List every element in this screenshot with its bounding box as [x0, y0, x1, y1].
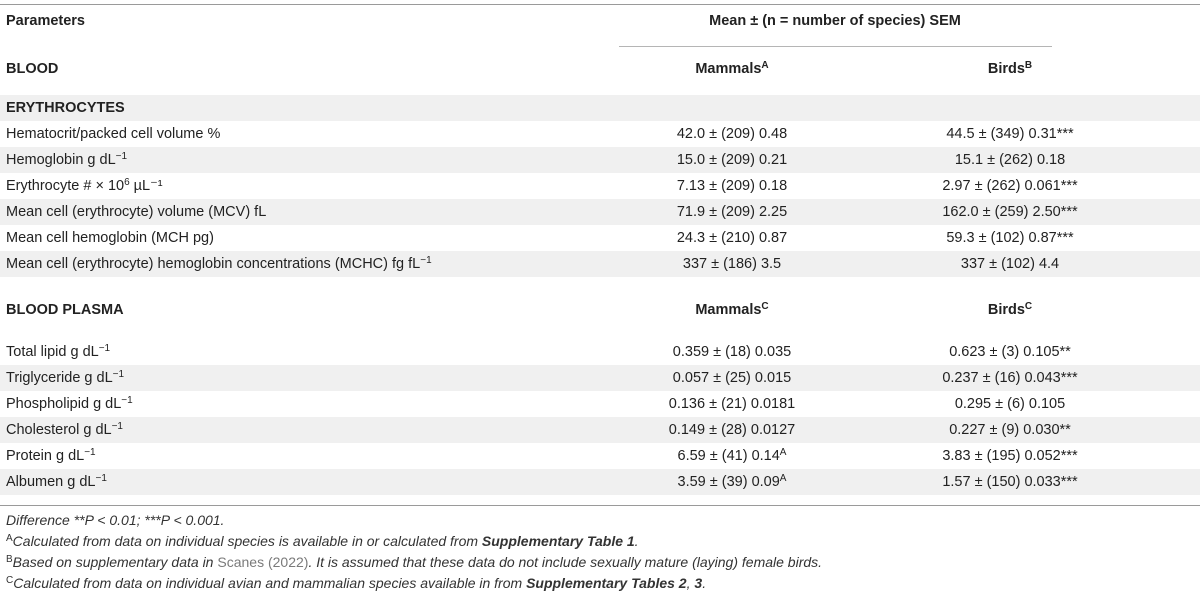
blood-section-title: BLOOD — [6, 61, 59, 77]
parameter-cell: Total lipid g dL−1 — [6, 343, 111, 361]
table-top-rule — [0, 4, 1200, 5]
mammals-value-cell: 0.149 ± (28) 0.0127 — [668, 422, 796, 438]
birds-value-cell: 0.237 ± (16) 0.043*** — [942, 370, 1078, 386]
mammals-value-cell: 337 ± (186) 3.5 — [682, 256, 782, 272]
mammals-value-cell: 71.9 ± (209) 2.25 — [676, 204, 788, 220]
parameter-cell: Mean cell (erythrocyte) volume (MCV) fL — [6, 204, 267, 220]
table-row: Mean cell (erythrocyte) volume (MCV) fL … — [0, 199, 1200, 225]
mammals-value-cell: 0.057 ± (25) 0.015 — [672, 370, 792, 386]
birds-value-cell: 1.57 ± (150) 0.033*** — [942, 474, 1078, 490]
table-row: Albumen g dL−1 3.59 ± (39) 0.09A 1.57 ± … — [0, 469, 1200, 495]
table-row: Hemoglobin g dL−1 15.0 ± (209) 0.21 15.1… — [0, 147, 1200, 173]
table-row: Mean cell hemoglobin (MCH pg) 24.3 ± (21… — [0, 225, 1200, 251]
birds-column-header: BirdsB — [987, 60, 1033, 78]
parameter-cell: Mean cell (erythrocyte) hemoglobin conce… — [6, 255, 432, 273]
mammals-value-cell: 42.0 ± (209) 0.48 — [676, 126, 788, 142]
mean-sem-header: Mean ± (n = number of species) SEM — [709, 13, 961, 29]
blood-header-row: BLOOD MammalsA BirdsB — [0, 56, 1200, 82]
birds-column-header: BirdsC — [987, 301, 1033, 319]
header-sub-rule — [619, 46, 1052, 47]
birds-value-cell: 59.3 ± (102) 0.87*** — [946, 230, 1074, 246]
table-header-row: Parameters Mean ± (n = number of species… — [0, 8, 1200, 34]
mammals-column-header: MammalsA — [695, 60, 769, 78]
footnote-c: CCalculated from data on individual avia… — [6, 575, 707, 591]
erythrocytes-section-row: ERYTHROCYTES — [0, 95, 1200, 121]
parameter-cell: Hematocrit/packed cell volume % — [6, 126, 221, 142]
parameter-cell: Mean cell hemoglobin (MCH pg) — [6, 230, 214, 246]
table-row: Hematocrit/packed cell volume % 42.0 ± (… — [0, 121, 1200, 147]
birds-value-cell: 162.0 ± (259) 2.50*** — [942, 204, 1078, 220]
mammals-column-header: MammalsC — [695, 301, 769, 319]
mammals-value-cell: 24.3 ± (210) 0.87 — [676, 230, 788, 246]
footnote-a: ACalculated from data on individual spec… — [6, 533, 639, 549]
parameter-cell: Erythrocyte # × 106 µL⁻¹ — [6, 177, 163, 195]
birds-value-cell: 44.5 ± (349) 0.31*** — [946, 126, 1074, 142]
parameter-cell: Cholesterol g dL−1 — [6, 421, 123, 439]
table-row: Protein g dL−1 6.59 ± (41) 0.14A 3.83 ± … — [0, 443, 1200, 469]
plasma-header-row: BLOOD PLASMA MammalsC BirdsC — [0, 297, 1200, 323]
mammals-value-cell: 0.136 ± (21) 0.0181 — [668, 396, 796, 412]
mammals-value-cell: 6.59 ± (41) 0.14A — [677, 447, 787, 465]
parameters-header: Parameters — [6, 13, 85, 29]
mammals-value-cell: 0.359 ± (18) 0.035 — [672, 344, 792, 360]
footnote-b: BBased on supplementary data in Scanes (… — [6, 554, 823, 570]
table-row: Mean cell (erythrocyte) hemoglobin conce… — [0, 251, 1200, 277]
mammals-value-cell: 7.13 ± (209) 0.18 — [676, 178, 788, 194]
table-row: Total lipid g dL−1 0.359 ± (18) 0.035 0.… — [0, 339, 1200, 365]
mammals-value-cell: 15.0 ± (209) 0.21 — [676, 152, 788, 168]
table-footnotes: Difference **P < 0.01; ***P < 0.001. ACa… — [6, 510, 1196, 594]
birds-value-cell: 337 ± (102) 4.4 — [960, 256, 1060, 272]
birds-value-cell: 2.97 ± (262) 0.061*** — [942, 178, 1078, 194]
table-row: Triglyceride g dL−1 0.057 ± (25) 0.015 0… — [0, 365, 1200, 391]
parameter-cell: Phospholipid g dL−1 — [6, 395, 133, 413]
birds-value-cell: 3.83 ± (195) 0.052*** — [942, 448, 1078, 464]
birds-value-cell: 0.227 ± (9) 0.030** — [949, 422, 1071, 438]
parameter-cell: Triglyceride g dL−1 — [6, 369, 125, 387]
birds-value-cell: 15.1 ± (262) 0.18 — [954, 152, 1066, 168]
parameter-cell: Albumen g dL−1 — [6, 473, 107, 491]
birds-value-cell: 0.623 ± (3) 0.105** — [949, 344, 1071, 360]
parameter-cell: Protein g dL−1 — [6, 447, 96, 465]
footnote-significance: Difference **P < 0.01; ***P < 0.001. — [6, 512, 225, 528]
table-row: Erythrocyte # × 106 µL⁻¹ 7.13 ± (209) 0.… — [0, 173, 1200, 199]
table-row: Phospholipid g dL−1 0.136 ± (21) 0.0181 … — [0, 391, 1200, 417]
birds-value-cell: 0.295 ± (6) 0.105 — [954, 396, 1066, 412]
parameter-cell: Hemoglobin g dL−1 — [6, 151, 128, 169]
plasma-section-title: BLOOD PLASMA — [6, 302, 124, 318]
table-bottom-rule — [0, 505, 1200, 506]
table-row: Cholesterol g dL−1 0.149 ± (28) 0.0127 0… — [0, 417, 1200, 443]
erythrocytes-section-title: ERYTHROCYTES — [6, 100, 125, 116]
mammals-value-cell: 3.59 ± (39) 0.09A — [677, 473, 787, 491]
scanes-reference-link[interactable]: Scanes (2022) — [217, 554, 309, 570]
